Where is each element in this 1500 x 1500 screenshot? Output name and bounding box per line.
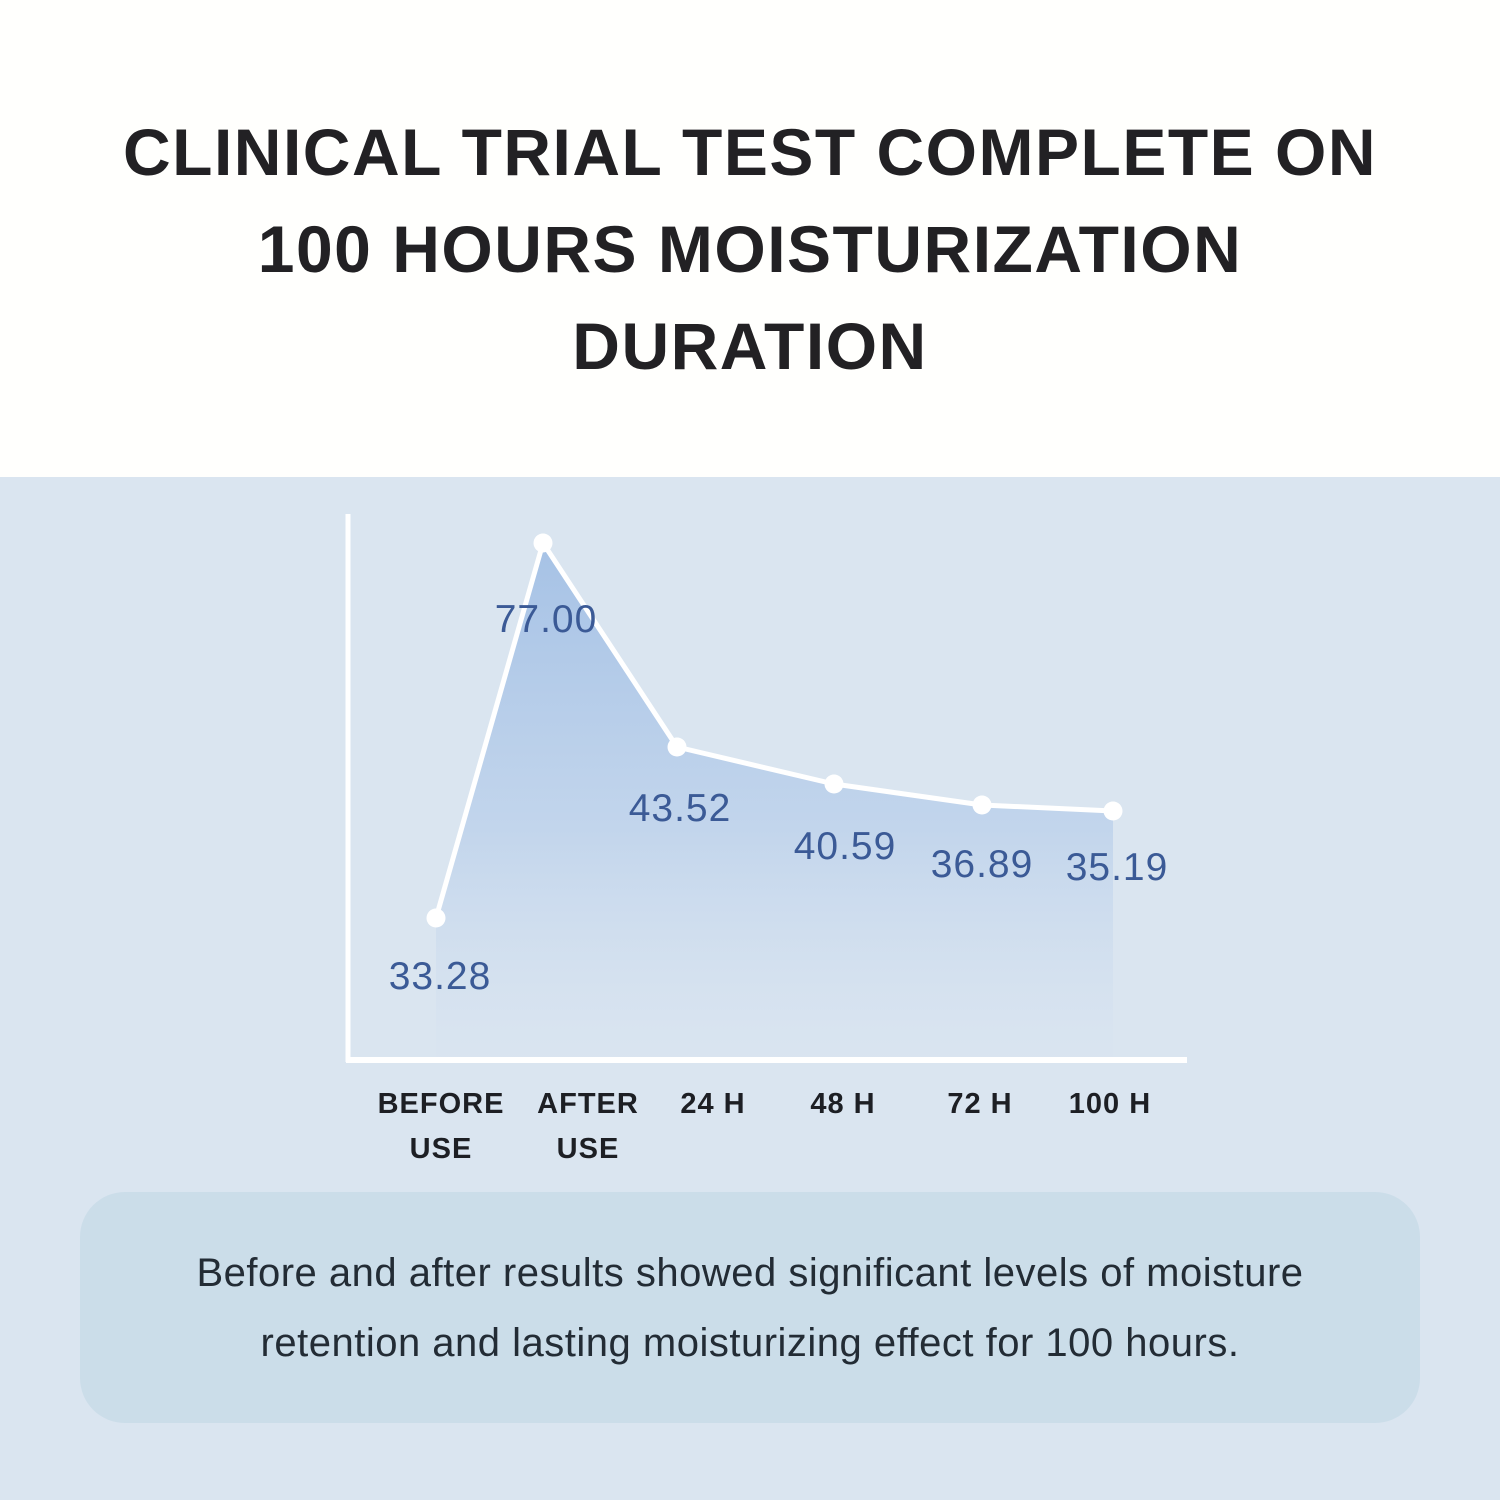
x-axis-label-100h: 100 H [1068,1088,1152,1120]
summary-text-line-1: Before and after results showed signific… [196,1250,1304,1295]
page-title: CLINICAL TRIAL TEST COMPLETE ON 100 HOUR… [0,104,1500,395]
value-label-100h: 35.19 [1065,846,1169,889]
x-axis-label-48h: 48 H [810,1088,876,1120]
page-title-line-1: CLINICAL TRIAL TEST COMPLETE ON [122,115,1378,189]
x-axis-label-before-use: BEFORE USE [377,1088,505,1165]
page-title-line-3: DURATION [572,309,928,383]
value-label-24h: 43.52 [628,787,732,830]
value-label-after-use: 77.00 [494,598,598,641]
page-title-line-2: 100 HOURS MOISTURIZATION [257,212,1243,286]
title-section: CLINICAL TRIAL TEST COMPLETE ON 100 HOUR… [0,0,1500,477]
value-label-before-use: 33.28 [388,955,492,998]
x-axis-label-24h: 24 H [680,1088,746,1120]
value-label-72h: 36.89 [930,843,1034,886]
summary-callout-box: Before and after results showed signific… [80,1192,1420,1423]
x-axis-label-after-use: AFTER USE [537,1088,639,1165]
x-axis-label-72h: 72 H [947,1088,1013,1120]
summary-text-line-2: retention and lasting moisturizing effec… [260,1320,1240,1365]
value-label-48h: 40.59 [793,825,897,868]
